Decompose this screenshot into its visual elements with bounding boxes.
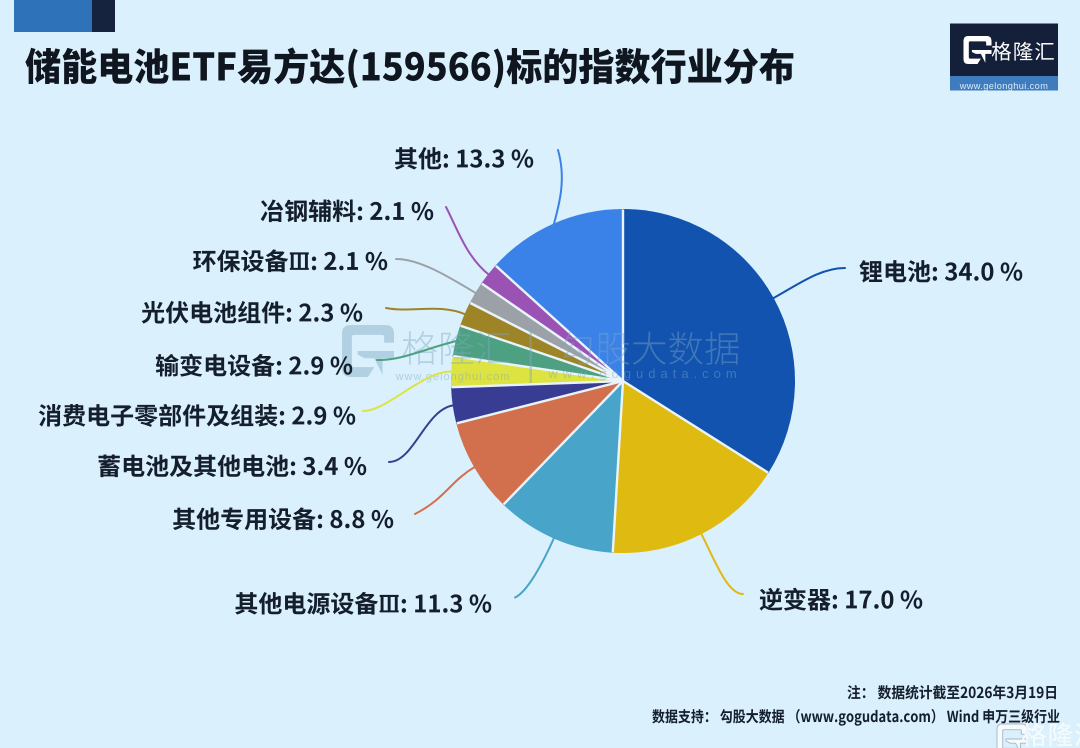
svg-text:www.gelonghui.com: www.gelonghui.com [395, 371, 511, 383]
svg-text:www.gelonghui.com: www.gelonghui.com [959, 81, 1049, 91]
svg-text:www.gogudata.com: www.gogudata.com [547, 366, 741, 381]
